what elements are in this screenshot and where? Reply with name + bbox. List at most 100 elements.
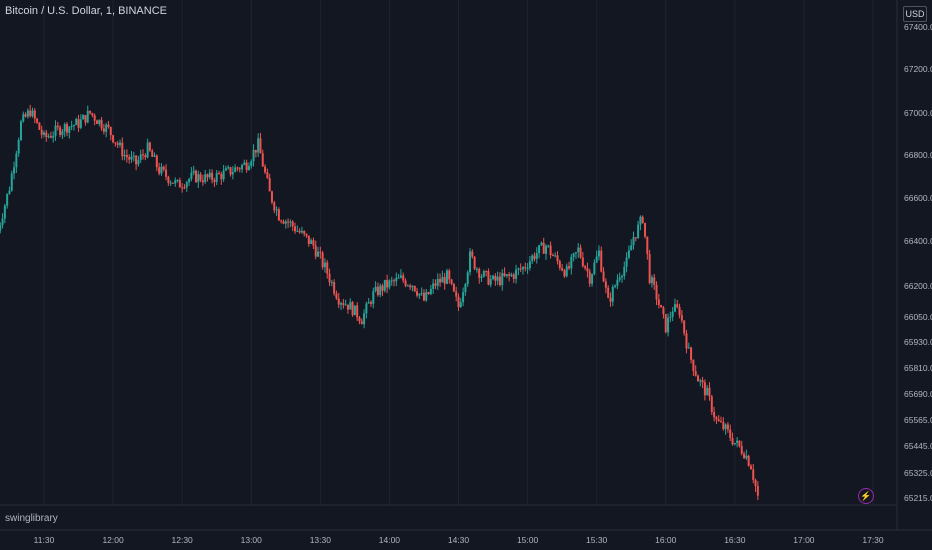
candle-up xyxy=(489,279,492,285)
candle-up xyxy=(420,292,423,294)
bolt-icon[interactable]: ⚡ xyxy=(858,488,874,504)
candle-down xyxy=(413,285,416,292)
candle-down xyxy=(600,250,603,272)
candle-up xyxy=(620,276,623,278)
candle-up xyxy=(531,255,534,262)
candle-up xyxy=(574,252,577,254)
x-tick-label: 17:30 xyxy=(862,535,884,545)
candle-up xyxy=(538,245,541,254)
candle-up xyxy=(257,138,260,153)
y-tick-label: 66200.00 xyxy=(904,281,932,291)
candle-down xyxy=(56,125,59,128)
candle-up xyxy=(545,245,548,254)
candle-up xyxy=(105,124,108,132)
candle-down xyxy=(36,118,39,123)
candle-up xyxy=(496,276,499,281)
x-tick-label: 11:30 xyxy=(34,535,55,545)
candle-down xyxy=(298,230,301,233)
candle-up xyxy=(192,170,195,173)
candle-down xyxy=(259,138,262,154)
candle-up xyxy=(86,110,89,123)
candle-down xyxy=(551,255,554,257)
candle-down xyxy=(657,299,660,305)
candle-up xyxy=(79,119,82,128)
candle-down xyxy=(261,153,264,167)
candle-up xyxy=(19,121,22,141)
y-tick-label: 65445.00 xyxy=(904,441,932,451)
candle-up xyxy=(429,288,432,295)
candle-down xyxy=(273,202,276,211)
candle-up xyxy=(540,242,543,246)
candle-up xyxy=(54,125,57,136)
candle-down xyxy=(579,247,582,258)
candle-down xyxy=(708,387,711,397)
candle-up xyxy=(63,124,66,132)
candle-down xyxy=(45,132,48,137)
candle-up xyxy=(374,286,377,292)
candle-up xyxy=(0,224,2,231)
candle-down xyxy=(393,280,396,282)
candle-up xyxy=(61,131,64,136)
candle-down xyxy=(586,268,589,272)
candle-up xyxy=(289,221,292,223)
candle-down xyxy=(294,226,297,232)
candle-down xyxy=(685,333,688,349)
candle-up xyxy=(639,216,642,225)
candle-up xyxy=(614,285,617,287)
candle-down xyxy=(40,129,43,135)
candle-up xyxy=(323,262,326,268)
candle-up xyxy=(353,305,356,316)
candle-up xyxy=(1,218,4,225)
candle-up xyxy=(208,172,211,178)
candle-down xyxy=(556,255,559,262)
x-tick-label: 15:30 xyxy=(586,535,608,545)
candle-down xyxy=(754,479,757,487)
candle-up xyxy=(736,440,739,443)
candle-down xyxy=(213,179,216,182)
candle-down xyxy=(743,453,746,459)
candle-up xyxy=(388,280,391,288)
candle-up xyxy=(733,442,736,445)
candle-up xyxy=(411,285,414,288)
y-tick-label: 66600.00 xyxy=(904,193,932,203)
candle-down xyxy=(717,419,720,422)
y-tick-label: 66800.00 xyxy=(904,150,932,160)
candle-down xyxy=(107,124,110,128)
x-tick-label: 14:30 xyxy=(448,535,470,545)
candle-down xyxy=(416,291,419,296)
candle-down xyxy=(33,110,36,119)
candle-up xyxy=(123,155,126,157)
candle-down xyxy=(508,274,511,276)
indicator-name[interactable]: swinglibrary xyxy=(5,513,58,524)
candle-down xyxy=(165,169,168,177)
candle-up xyxy=(515,269,518,279)
candle-down xyxy=(701,380,704,383)
candle-up xyxy=(630,245,633,251)
y-tick-label: 65690.00 xyxy=(904,389,932,399)
candle-up xyxy=(130,156,133,160)
candle-up xyxy=(43,132,45,135)
candle-up xyxy=(627,250,630,258)
candle-up xyxy=(363,313,366,325)
candle-up xyxy=(650,277,653,284)
candle-down xyxy=(29,110,32,117)
candle-down xyxy=(305,233,308,236)
candle-up xyxy=(526,268,529,270)
candle-down xyxy=(655,284,658,300)
x-tick-label: 12:00 xyxy=(102,535,124,545)
candle-down xyxy=(303,230,306,234)
candle-down xyxy=(91,113,94,116)
candle-down xyxy=(644,222,647,237)
candle-down xyxy=(194,170,197,183)
candle-up xyxy=(22,114,25,122)
candle-up xyxy=(397,277,400,279)
candle-up xyxy=(243,162,246,165)
candle-up xyxy=(31,110,34,117)
candle-down xyxy=(450,279,453,284)
currency-badge[interactable]: USD xyxy=(903,6,927,22)
candle-up xyxy=(572,253,575,257)
candle-down xyxy=(731,437,734,445)
candle-down xyxy=(471,251,474,257)
